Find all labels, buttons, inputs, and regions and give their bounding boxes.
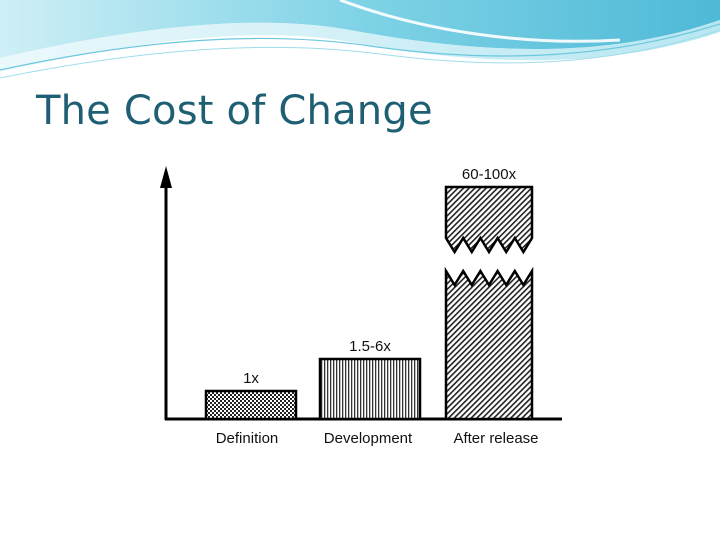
bar-after-release-upper [444,185,534,255]
bars-group [204,185,534,421]
data-label-after-release: 60-100x [462,166,517,183]
bar-after-release-lower [444,266,534,421]
header-wave-decoration [0,0,720,79]
bar-definition [204,389,298,421]
data-label-development: 1.5-6x [349,338,391,355]
bar-development [318,357,422,421]
y-axis-arrow [160,166,172,188]
data-label-definition: 1x [243,370,259,387]
tick-label-after-release: After release [453,430,538,447]
slide-title: The Cost of Change [36,88,433,134]
labels-group: 1x Definition 1.5-6x Development 60-100x Afte… [216,166,539,447]
tick-label-development: Development [324,430,413,447]
tick-label-definition: Definition [216,430,279,447]
